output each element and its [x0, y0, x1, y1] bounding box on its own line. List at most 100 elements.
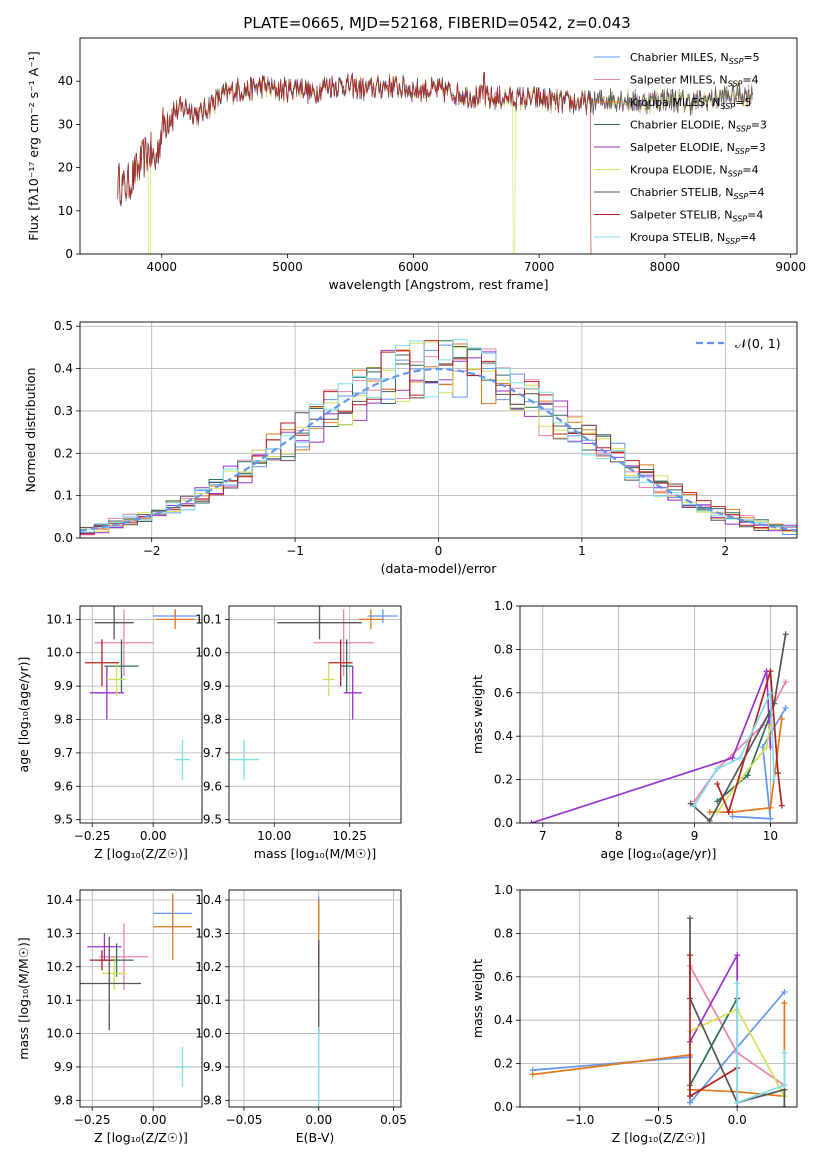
- weight-marker-4: [729, 754, 736, 761]
- spectrum-line-1: [117, 72, 753, 206]
- y-tick-label: 0.6: [494, 686, 513, 700]
- weight-marker-4: [734, 952, 741, 959]
- plot-area: [80, 339, 797, 537]
- weight-marker-7: [686, 1093, 693, 1100]
- weight-marker-6: [781, 1104, 788, 1107]
- weight-line-5: [716, 725, 772, 813]
- x-tick-label: 8000: [650, 260, 681, 274]
- axes-frame: [79, 605, 203, 824]
- weight-marker-8: [734, 1099, 741, 1106]
- weight-marker-2: [706, 809, 713, 816]
- weight-line-2: [709, 718, 783, 813]
- y-tick-label: 9.5: [54, 813, 73, 827]
- spectrum-line-7: [117, 72, 753, 254]
- axes-frame: [79, 321, 798, 539]
- y-tick-label: 0: [65, 247, 73, 261]
- y-axis-label: mass weight: [470, 675, 485, 754]
- weight-marker-7: [778, 802, 785, 809]
- x-tick-label: −1.0: [565, 1113, 594, 1127]
- plot-area: [84, 606, 198, 780]
- y-tick-label: 0.4: [494, 1013, 513, 1027]
- spectrum-line-6: [117, 72, 753, 206]
- x-axis-label: wavelength [Angstrom, rest frame]: [328, 277, 548, 292]
- spectrum-line-8: [117, 72, 753, 206]
- weight-marker-8: [691, 802, 698, 809]
- spectrum-line-2: [117, 72, 753, 206]
- weight-marker-0: [782, 704, 789, 711]
- y-tick-label: 0.8: [494, 642, 513, 656]
- panel-mass_vs_ebv: −0.05 0.00 0.05 9.8 9.9 10.0 10.1 10.2 10.3 10.4 E…: [195, 889, 407, 1145]
- weight-marker-7: [725, 809, 732, 816]
- histogram-series-8: [80, 339, 797, 535]
- weight-marker-0: [767, 815, 774, 822]
- weight-marker-8: [771, 776, 778, 783]
- y-tick-label: 10.3: [195, 926, 222, 940]
- weight-marker-2: [781, 999, 788, 1006]
- y-tick-label: 10.0: [46, 646, 73, 660]
- plot-area: [117, 72, 753, 254]
- x-tick-label: −0.5: [644, 1113, 673, 1127]
- weight-marker-3: [714, 798, 721, 805]
- x-axis-label: (data-model)/error: [381, 561, 498, 576]
- y-tick-label: 10.1: [46, 993, 73, 1007]
- panel-residual_histogram: −2 −1 0 1 2 0.0 0.1 0.2 0.3 0.4 0.5 (data-model)/er…: [23, 319, 798, 576]
- panel-spectrum: 4000 5000 6000 7000 8000 9000 0 10 20 30 40 wavelen…: [26, 37, 806, 292]
- x-tick-label: 9: [691, 829, 699, 843]
- x-axis-label: Z [log₁₀(Z/Z☉)]: [94, 1130, 188, 1145]
- y-tick-label: 0.3: [54, 404, 73, 418]
- weight-marker-2: [767, 804, 774, 811]
- y-tick-label: 0.0: [494, 816, 513, 830]
- y-tick-label: 9.5: [203, 813, 222, 827]
- y-tick-label: 10.4: [195, 893, 222, 907]
- x-tick-label: 0.0: [728, 1113, 747, 1127]
- weight-line-6: [690, 634, 787, 823]
- legend-label-normal: 𝒩(0, 1): [735, 336, 781, 351]
- legend-label-0: Chabrier MILES, NSSP=5: [630, 51, 760, 66]
- x-tick-label: 8: [615, 829, 623, 843]
- y-tick-label: 10.2: [195, 960, 222, 974]
- weight-marker-6: [782, 631, 789, 638]
- y-tick-label: 9.7: [203, 746, 222, 760]
- y-tick-label: 9.8: [54, 713, 73, 727]
- weight-line-8: [736, 983, 786, 1104]
- y-tick-label: 0.0: [494, 1100, 513, 1114]
- weight-marker-6: [687, 800, 694, 807]
- panel-mass_vs_Z: −0.25 0.00 9.8 9.9 10.0 10.1 10.2 10.3 10.4 Z [lo…: [16, 889, 203, 1145]
- y-tick-label: 0.6: [494, 970, 513, 984]
- y-tick-label: 0.1: [54, 489, 73, 503]
- y-tick-label: 0.4: [494, 729, 513, 743]
- y-tick-label: 10.3: [46, 926, 73, 940]
- axes-frame: [228, 889, 402, 1108]
- y-tick-label: 9.9: [54, 1060, 73, 1074]
- x-tick-label: 4000: [146, 260, 177, 274]
- y-axis-label: age [log₁₀(age/yr)]: [16, 657, 31, 773]
- y-tick-label: 9.6: [54, 779, 73, 793]
- spectrum-line-3: [117, 72, 753, 204]
- y-tick-label: 10.2: [46, 960, 73, 974]
- x-tick-label: 7: [539, 829, 547, 843]
- axes-frame: [519, 605, 798, 824]
- y-tick-label: 10.4: [46, 893, 73, 907]
- x-axis-label: mass [log₁₀(M/M☉)]: [254, 846, 376, 861]
- y-tick-label: 10.0: [195, 646, 222, 660]
- axes-frame: [79, 37, 798, 255]
- panel-age_vs_Z: −0.25 0.00 9.5 9.6 9.7 9.8 9.9 10.0 10.1 Z [log₁₀…: [16, 605, 203, 861]
- x-tick-label: 0.00: [140, 1113, 167, 1127]
- axes-frame: [228, 605, 402, 824]
- x-tick-label: −0.05: [226, 1113, 263, 1127]
- x-tick-label: −2: [143, 544, 161, 558]
- panel-weight_vs_Z: −1.0 −0.5 0.0 0.0 0.2 0.4 0.6 0.8 1.0 Z [log₁₀(Z/…: [470, 883, 798, 1145]
- panel-age_vs_mass: 10.00 10.25 9.5 9.6 9.7 9.8 9.9 10.0 10.1 mass [l…: [195, 605, 402, 861]
- legend-label-5: Kroupa ELODIE, NSSP=4: [630, 164, 759, 179]
- legend-label-6: Chabrier STELIB, NSSP=4: [630, 186, 764, 201]
- y-axis-label: Normed distribution: [23, 368, 38, 493]
- weight-marker-8: [767, 689, 774, 696]
- y-tick-label: 9.7: [54, 746, 73, 760]
- weight-marker-0: [781, 988, 788, 995]
- weight-line-4: [531, 670, 772, 823]
- x-axis-label: E(B-V): [296, 1130, 335, 1145]
- y-tick-label: 1.0: [494, 599, 513, 613]
- x-axis-label: age [log₁₀(age/yr)]: [601, 846, 717, 861]
- weight-marker-2: [529, 1071, 536, 1078]
- y-tick-label: 0.2: [54, 446, 73, 460]
